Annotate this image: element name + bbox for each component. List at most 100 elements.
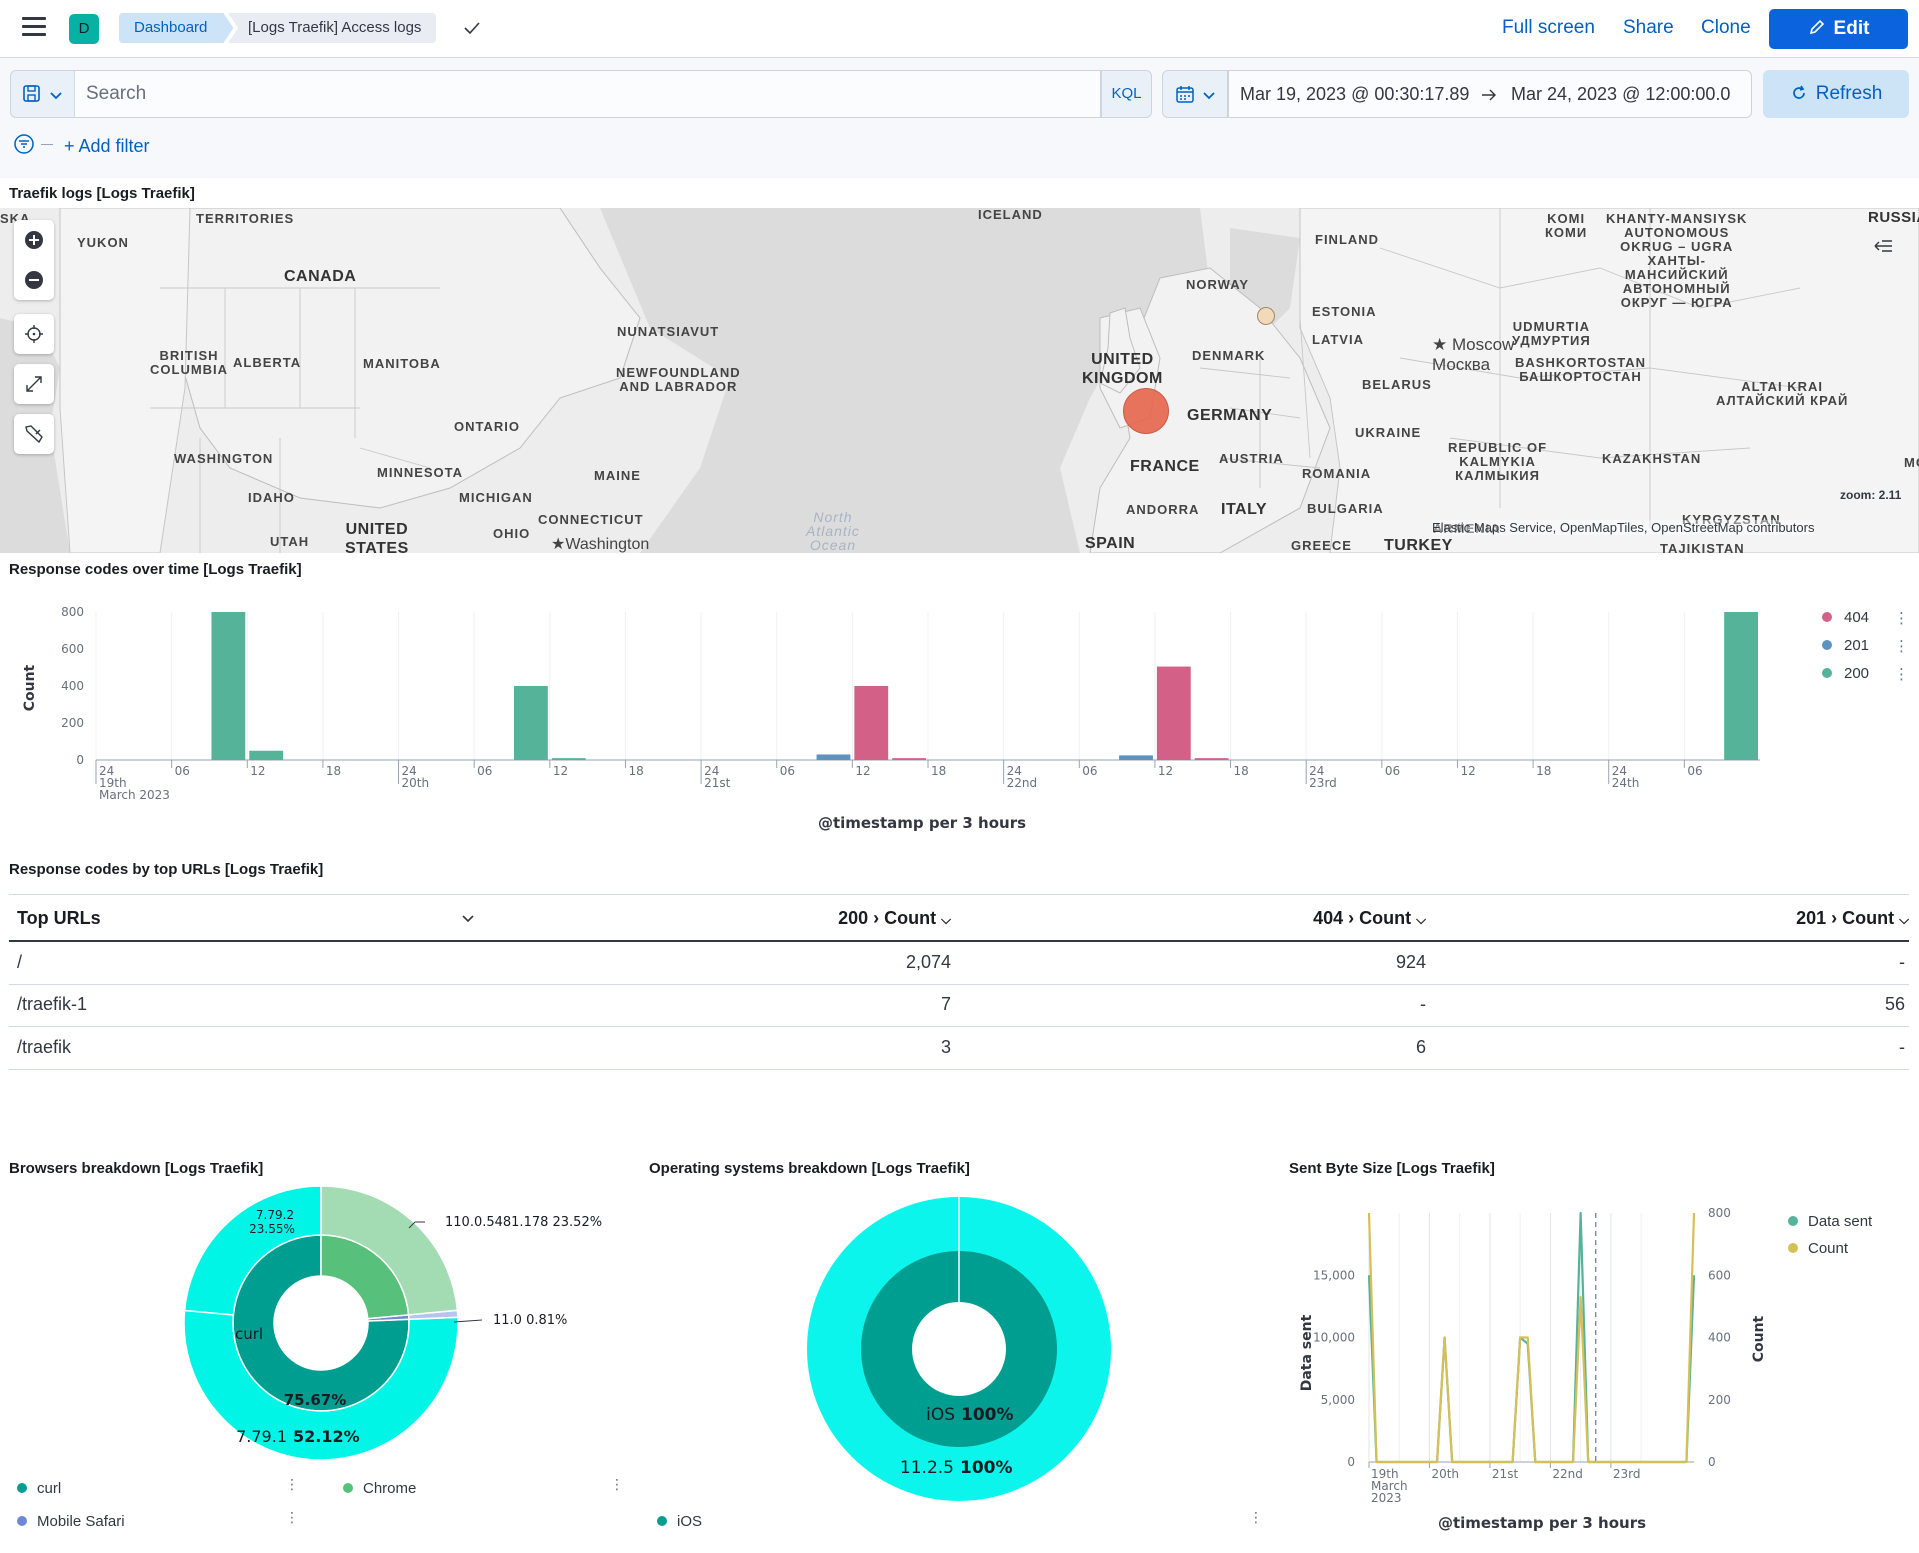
sent-bytes-chart[interactable]: Data sent Count @timestamp per 3 hours 1… [1289,1185,1909,1545]
legend-swatch [1788,1243,1798,1253]
x-tick-label: March [1371,1479,1408,1493]
column-header-200[interactable]: 200 › Count ⌵ [838,908,951,929]
more-options-icon[interactable]: ⋮ [1249,1509,1263,1525]
chevron-down-icon: ⌵ [1416,912,1426,927]
map-point-uk[interactable] [1123,388,1169,434]
bar-404[interactable] [1156,666,1191,760]
collapse-legend-icon[interactable] [1873,236,1895,256]
map-label: ALBERTA [233,355,302,370]
draw-tools-button[interactable] [14,414,54,454]
slice-label: 23.55% [249,1222,295,1236]
refresh-button[interactable]: Refresh [1763,70,1909,118]
zoom-out-icon[interactable] [14,260,54,300]
more-options-icon[interactable]: ⋮ [1894,638,1909,655]
map-label: ITALY [1221,501,1268,518]
legend-item-chrome[interactable]: Chrome [343,1480,416,1497]
more-options-icon[interactable]: ⋮ [285,1509,299,1525]
series-line-data-sent[interactable] [1367,1211,1696,1464]
legend-item-curl[interactable]: curl [17,1480,61,1497]
map-label: NUNATSIAVUT [617,324,720,339]
clone-link[interactable]: Clone [1701,17,1751,38]
bar-201[interactable] [816,754,851,760]
end-date[interactable]: Mar 24, 2023 @ 12:00:00.0 [1511,84,1731,104]
share-link[interactable]: Share [1623,17,1674,38]
bar-200[interactable] [249,750,284,760]
map-label: DENMARK [1192,348,1266,363]
breadcrumb-dashboard[interactable]: Dashboard [119,13,233,43]
bar-200[interactable] [1724,612,1758,760]
date-range-picker[interactable]: Mar 19, 2023 @ 00:30:17.89 Mar 24, 2023 … [1228,70,1752,118]
legend-item-404[interactable]: 404 ⋮ [1822,609,1912,627]
y-tick-label: 800 [61,605,84,619]
map-point-baltic[interactable] [1257,307,1275,325]
zoom-in-icon[interactable] [14,220,54,260]
legend-swatch [17,1516,27,1526]
bar-404[interactable] [892,758,926,760]
y-tick-label-right: 200 [1708,1393,1731,1407]
bar-200[interactable] [211,612,246,760]
space-avatar[interactable]: D [69,14,99,44]
x-tick-label: 18 [326,764,341,778]
legend-item-201[interactable]: 201 ⋮ [1822,637,1912,655]
kql-language-button[interactable]: KQL [1101,70,1152,118]
more-options-icon[interactable]: ⋮ [1894,610,1909,627]
chevron-down-icon[interactable] [461,911,475,925]
search-input[interactable]: Search [74,70,1101,118]
date-quick-menu-button[interactable] [1162,70,1228,118]
y-tick-label: 400 [61,679,84,693]
map-attribution[interactable]: Elastic Maps Service, OpenMapTiles, Open… [1432,520,1815,535]
full-screen-link[interactable]: Full screen [1502,17,1595,38]
series-line-count[interactable] [1367,1212,1696,1464]
star-icon: ★ [1432,335,1452,354]
column-header-201[interactable]: 201 › Count ⌵ [1796,908,1909,929]
bar-200[interactable] [514,686,548,760]
os-title: Operating systems breakdown [Logs Traefi… [649,1160,970,1177]
check-icon[interactable] [462,18,482,38]
bar-404[interactable] [854,686,889,760]
legend-item-data-sent[interactable]: Data sent [1788,1213,1872,1230]
legend-item-mobile-safari[interactable]: Mobile Safari [17,1513,125,1530]
os-donut-chart[interactable]: iOS 100% 11.2.5 100% [800,1190,1120,1510]
column-header-top-urls[interactable]: Top URLs [17,908,101,928]
x-tick-label: 06 [1687,764,1702,778]
fullscreen-map-button[interactable] [14,364,54,404]
slice-label: 7.79.1 [236,1427,287,1446]
column-header-404[interactable]: 404 › Count ⌵ [1313,908,1426,929]
urls-table-title: Response codes by top URLs [Logs Traefik… [9,861,324,878]
legend-label: Mobile Safari [37,1513,125,1530]
map-label: REPUBLIC OF KALMYKIA КАЛМЫКИЯ [1448,440,1548,483]
y-tick-label-right: 800 [1708,1206,1731,1220]
map-label: UKRAINE [1355,425,1422,440]
add-filter-button[interactable]: + Add filter [64,136,150,156]
more-options-icon[interactable]: ⋮ [1894,666,1909,683]
map-label: FINLAND [1315,232,1380,247]
x-tick-label: 18 [1536,764,1551,778]
map-label: MANITOBA [363,356,441,371]
response-codes-chart[interactable]: Count @timestamp per 3 hours 2419thMarch… [0,580,1919,840]
edit-button[interactable]: Edit [1769,9,1908,49]
fit-to-data-button[interactable] [14,314,54,354]
filter-icon[interactable] [13,133,35,155]
menu-icon[interactable] [22,17,46,39]
bar-404[interactable] [1194,758,1229,760]
table-cell: / [17,952,23,972]
map-label: ANDORRA [1126,502,1200,517]
more-options-icon[interactable]: ⋮ [610,1476,624,1492]
more-options-icon[interactable]: ⋮ [285,1476,299,1492]
map-canvas[interactable]: SKA TERRITORIES YUKON CANADA BRITISH COL… [0,208,1919,553]
start-date[interactable]: Mar 19, 2023 @ 00:30:17.89 [1240,84,1470,104]
bar-201[interactable] [1119,755,1153,760]
legend-item-200[interactable]: 200 ⋮ [1822,665,1912,683]
legend-item-ios[interactable]: iOS [657,1513,702,1530]
donut-slice-chrome-110[interactable] [320,1185,459,1316]
donut-slice-curl-7791[interactable] [183,1309,459,1461]
browsers-donut-chart[interactable]: 7.79.2 23.55% 110.0.5481.178 23.52% 11.0… [160,1185,630,1515]
saved-query-button[interactable] [10,70,74,118]
response-chart-title: Response codes over time [Logs Traefik] [9,561,302,578]
legend-item-count[interactable]: Count [1788,1240,1848,1257]
map-zoom-level: zoom: 2.11 [1840,488,1902,502]
breadcrumb-current: [Logs Traefik] Access logs [228,13,437,43]
divider [9,1026,1909,1027]
bar-200[interactable] [551,758,586,760]
legend-swatch [1788,1216,1798,1226]
